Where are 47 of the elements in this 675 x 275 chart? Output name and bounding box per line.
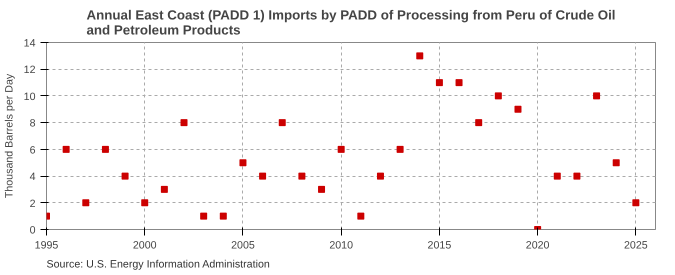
point	[494, 92, 502, 100]
point	[278, 119, 286, 126]
y-tick-label: 6	[30, 144, 36, 156]
point	[62, 146, 70, 153]
point	[612, 159, 620, 166]
point	[554, 172, 561, 180]
y-axis-title: Thousand Barrels per Day	[4, 73, 16, 198]
point	[456, 79, 463, 86]
source-note: Source: U.S. Energy Information Administration	[46, 258, 270, 270]
x-tick-label: 2015	[428, 240, 452, 252]
point	[318, 186, 326, 193]
x-tick-label: 2020	[526, 240, 550, 252]
x-tick-label: 1995	[34, 240, 58, 252]
y-tick-label: 4	[30, 171, 36, 184]
point	[632, 199, 640, 206]
point	[200, 212, 208, 220]
point	[122, 172, 129, 180]
y-tick-label: 10	[24, 90, 36, 103]
point	[82, 199, 90, 206]
point	[259, 172, 266, 180]
point	[475, 119, 482, 126]
point	[593, 92, 600, 100]
y-tick-label: 2	[30, 198, 36, 210]
point	[298, 172, 306, 180]
x-tick-label: 2000	[132, 240, 157, 252]
point	[239, 159, 246, 166]
x-tick-label: 2025	[624, 240, 648, 252]
point	[376, 172, 384, 180]
point	[416, 52, 424, 60]
point	[396, 146, 404, 153]
point	[180, 119, 188, 126]
y-tick-label: 14	[24, 38, 36, 50]
point	[220, 212, 227, 220]
point	[436, 79, 443, 86]
point	[514, 106, 522, 113]
point	[102, 146, 109, 153]
point	[357, 212, 364, 220]
x-tick-label: 2010	[329, 240, 354, 252]
point	[141, 199, 148, 206]
x-tick-label: 2005	[231, 240, 255, 252]
y-tick-label: 12	[24, 64, 36, 76]
y-tick-label: 8	[30, 118, 36, 130]
chart-title: Annual East Coast (PADD 1) Imports by PADD of Processing from Peru of Crude Oil and Petroleum Products	[86, 8, 616, 38]
point	[573, 172, 580, 180]
point	[338, 146, 345, 153]
y-tick-label: 0	[30, 224, 36, 236]
point	[160, 186, 168, 193]
